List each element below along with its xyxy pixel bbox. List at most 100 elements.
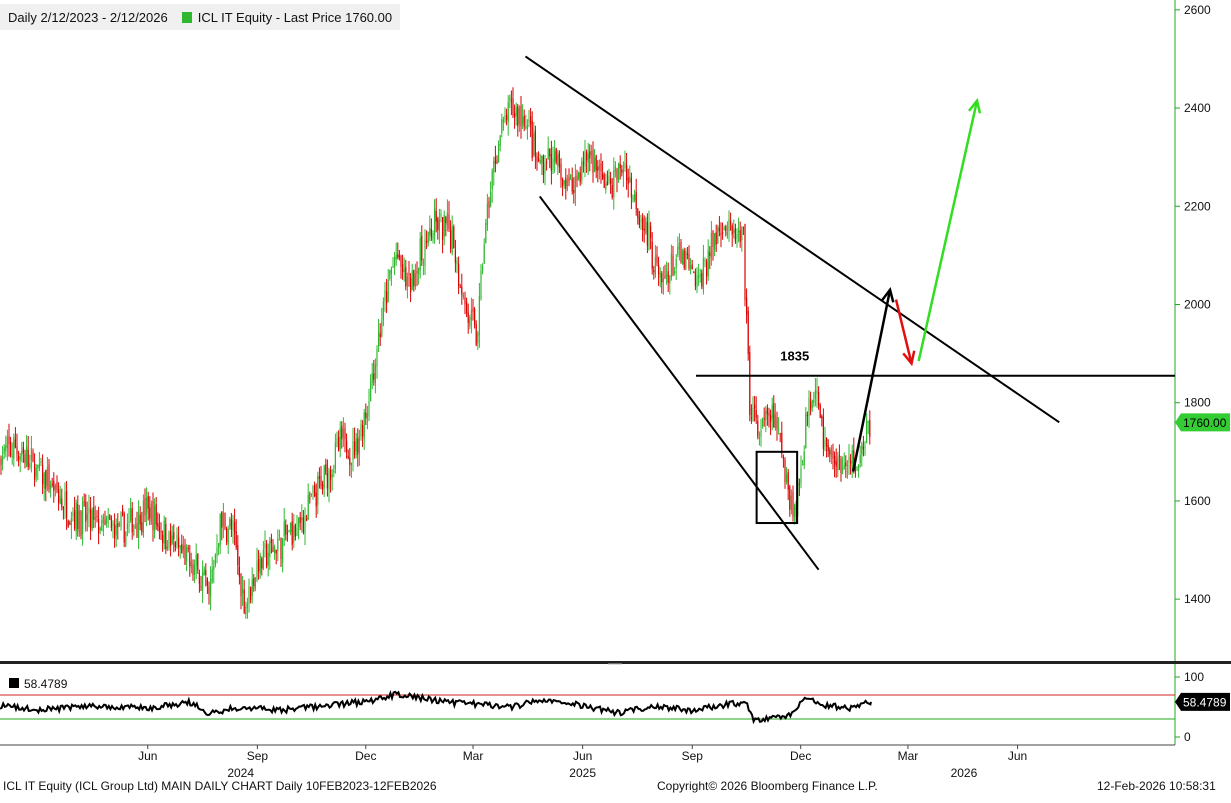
candle-body (541, 155, 543, 164)
candle-body (661, 273, 663, 283)
candle-body (376, 348, 378, 367)
y-tick-label: 2200 (1184, 199, 1211, 213)
candle-body (278, 534, 280, 536)
candle-body (75, 502, 77, 532)
candle-body (459, 286, 461, 288)
candle-body (182, 545, 184, 551)
candle-body (806, 415, 808, 417)
candle-body (786, 474, 788, 482)
projection-arrow-black-head (881, 286, 895, 303)
candle-body (805, 412, 807, 448)
candle-body (56, 481, 58, 491)
candle-body (45, 470, 47, 490)
candle-body (840, 459, 842, 473)
x-month-label: Dec (790, 749, 811, 763)
candle-body (354, 441, 356, 456)
candle-body (573, 190, 575, 194)
candle-body (221, 511, 223, 528)
candle-body (347, 455, 349, 458)
candle-body (736, 234, 738, 239)
candle-body (571, 178, 573, 192)
candle-body (72, 512, 74, 516)
candle-body (576, 175, 578, 181)
candle-body (696, 275, 698, 288)
candle-body (3, 447, 5, 454)
candle-body (285, 524, 287, 535)
candle-body (320, 475, 322, 487)
candle-body (387, 280, 389, 302)
candle-body (315, 492, 317, 507)
candle-body (323, 466, 325, 488)
candle-body (568, 176, 570, 182)
candle-body (114, 524, 116, 539)
candle-body (794, 504, 796, 518)
candle-body (432, 233, 434, 240)
candle-body (174, 542, 176, 548)
candle-body (749, 352, 751, 416)
candle-body (558, 152, 560, 168)
candle-body (834, 456, 836, 465)
candle-body (466, 301, 468, 314)
candle-body (333, 470, 335, 473)
candle-body (798, 483, 800, 485)
candle-body (581, 161, 583, 181)
candle-body (8, 436, 10, 445)
candle-body (243, 589, 245, 613)
candle-body (846, 465, 848, 466)
candle-body (394, 257, 396, 268)
falling-resistance-trendline (524, 55, 1060, 424)
candle-body (400, 256, 402, 267)
candle-body (498, 144, 500, 163)
candle-body (744, 224, 746, 300)
candle-body (150, 503, 152, 523)
candle-body (78, 510, 80, 533)
candle-body (826, 438, 828, 447)
candle-body (531, 121, 533, 159)
candle-body (230, 518, 232, 530)
candle-body (248, 586, 250, 604)
candle-body (426, 240, 428, 243)
candle-body (379, 333, 381, 338)
candle-body (149, 507, 151, 519)
candle-body (768, 412, 770, 416)
consolidation-box (755, 450, 799, 525)
candle-body (403, 269, 405, 272)
candle-body (582, 162, 584, 164)
candle-body (499, 135, 501, 146)
candle-body (632, 196, 634, 201)
candle-body (344, 428, 346, 440)
candle-body (557, 154, 559, 166)
candle-body (790, 495, 792, 510)
candle-body (35, 467, 37, 477)
candle-body (62, 507, 64, 509)
candle-body (728, 219, 730, 232)
rsi-legend-swatch (9, 678, 19, 688)
candle-body (19, 456, 21, 460)
candle-body (688, 254, 690, 269)
candle-body (107, 516, 109, 518)
candle-body (766, 407, 768, 415)
candle-body (664, 276, 666, 278)
candle-body (10, 441, 12, 456)
candle-body (590, 150, 592, 156)
candle-body (70, 518, 72, 526)
candle-body (442, 217, 444, 240)
candle-body (501, 119, 503, 133)
candle-body (640, 220, 642, 222)
candle-body (206, 578, 208, 586)
candle-body (734, 228, 736, 242)
candle-body (299, 516, 301, 523)
candle-body (456, 260, 458, 265)
candle-body (638, 217, 640, 225)
candle-body (318, 476, 320, 479)
candle-body (256, 560, 258, 581)
candle-body (325, 464, 327, 473)
candle-body (520, 105, 522, 127)
candle-body (38, 464, 40, 469)
candle-body (338, 437, 340, 452)
candle-body (94, 517, 96, 520)
candle-body (509, 97, 511, 100)
candle-body (658, 264, 660, 275)
candle-body (154, 506, 156, 533)
